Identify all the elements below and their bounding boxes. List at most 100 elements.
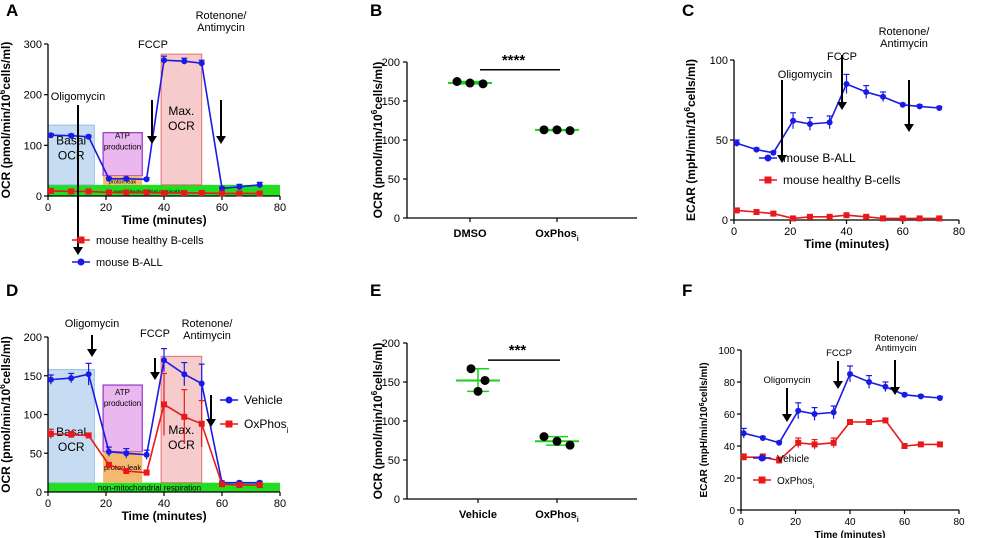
y-tick-label: 0 (394, 213, 400, 225)
data-point (770, 149, 777, 156)
data-point (123, 189, 130, 196)
arrow-head (782, 414, 792, 422)
data-point (753, 146, 760, 153)
arrow-head (837, 102, 847, 110)
y-tick-label: 0 (722, 215, 728, 227)
data-point (826, 119, 833, 126)
x-tick-label: 0 (731, 226, 737, 238)
panel-letter: B (370, 1, 382, 20)
data-point (882, 383, 889, 390)
series-blue (47, 55, 263, 192)
data-point (236, 190, 243, 197)
data-point (85, 371, 92, 378)
y-tick-label: 150 (382, 377, 400, 389)
data-point (123, 450, 130, 457)
x-tick-label: 80 (953, 226, 965, 238)
data-point (47, 430, 54, 437)
data-point (899, 215, 906, 222)
data-point (880, 215, 887, 222)
x-tick-label: 40 (844, 517, 856, 528)
panel-letter: D (6, 281, 18, 300)
data-point (256, 482, 263, 489)
arrow-head (147, 136, 157, 144)
legend-marker (764, 154, 772, 162)
x-tick-label: 80 (953, 517, 965, 528)
legend: Vehicle OxPhosi (753, 454, 814, 490)
data-point (143, 469, 150, 476)
category-label: OxPhosi (535, 509, 579, 524)
y-tick-label: 200 (382, 57, 400, 69)
data-point (740, 454, 747, 461)
injection-arrow: Oligomycin (65, 318, 119, 357)
data-point (466, 364, 476, 374)
legend-label: OxPhosi (244, 417, 289, 435)
max-label: Max. OCR (168, 423, 195, 452)
legend-marker (77, 258, 85, 266)
data-point (901, 391, 908, 398)
data-point (68, 188, 75, 195)
y-axis-label: OCR (pmol/min/106cells/ml) (0, 42, 13, 199)
legend-label: mouse B-ALL (96, 257, 163, 269)
data-point (181, 371, 188, 378)
panel-c: C 0 50 100 0 20 40 60 80 Time (minutes) ECAR (mpH/… (682, 1, 965, 251)
arrow-head (87, 349, 97, 357)
x-tick-label: 80 (274, 498, 286, 510)
y-tick-label: 150 (24, 371, 42, 383)
legend-label: mouse B-ALL (783, 151, 856, 165)
data-point (105, 189, 112, 196)
legend: Vehicle OxPhosi (220, 393, 289, 435)
legend-label: Vehicle (777, 454, 810, 465)
y-tick-label: 200 (24, 332, 42, 344)
data-point (866, 419, 873, 425)
data-point (105, 175, 112, 182)
data-point (936, 441, 943, 448)
data-point (219, 481, 225, 488)
max-region (160, 53, 203, 186)
x-tick-label: 60 (216, 498, 228, 510)
panel-letter: F (682, 281, 692, 300)
legend-marker (225, 396, 233, 404)
data-point (733, 207, 740, 214)
legend: mouse B-ALL mouse healthy B-cells (759, 151, 900, 187)
series-line (736, 209, 940, 220)
y-tick-label: 20 (724, 474, 736, 485)
injection-arrow: Rotenone/Antimycin (196, 10, 247, 144)
legend-marker (225, 420, 233, 428)
y-tick-label: 100 (24, 140, 42, 152)
panel-letter: A (6, 1, 18, 20)
x-tick-label: 40 (158, 202, 170, 214)
data-point (826, 213, 833, 220)
y-tick-label: 100 (382, 416, 400, 428)
injection-label: Rotenone/Antimycin (874, 333, 918, 354)
y-axis-label: ECAR (mpH/min/106cells/ml) (682, 59, 698, 221)
x-tick-label: 40 (840, 226, 852, 238)
x-tick-label: 80 (274, 202, 286, 214)
non-mito-band (48, 482, 280, 492)
y-tick-label: 300 (24, 39, 42, 51)
data-point (936, 395, 943, 401)
injection-arrow: FCCP (138, 39, 168, 144)
data-point (47, 376, 54, 383)
data-point (68, 375, 75, 382)
data-point (753, 209, 760, 215)
x-axis-label: Time (minutes) (121, 213, 206, 227)
injection-label: Oligomycin (51, 91, 105, 103)
y-tick-label: 50 (388, 455, 400, 467)
y-axis-label: OCR (pmol/min/106cells/ml) (0, 336, 13, 493)
x-tick-label: 60 (216, 202, 228, 214)
series-red (733, 207, 943, 222)
non-mito-label: non-mitochondrial respiration (98, 483, 201, 492)
data-point (143, 451, 150, 458)
data-point (565, 126, 575, 136)
x-tick-label: 0 (738, 517, 744, 528)
x-axis-label: Time (minutes) (815, 530, 886, 538)
injection-arrow: FCCP (827, 51, 857, 110)
data-point (198, 380, 205, 387)
data-point (740, 430, 747, 437)
legend-marker (758, 476, 766, 484)
series-blue (733, 73, 943, 156)
atp-label: ATP production (104, 388, 141, 408)
data-point (776, 457, 783, 464)
